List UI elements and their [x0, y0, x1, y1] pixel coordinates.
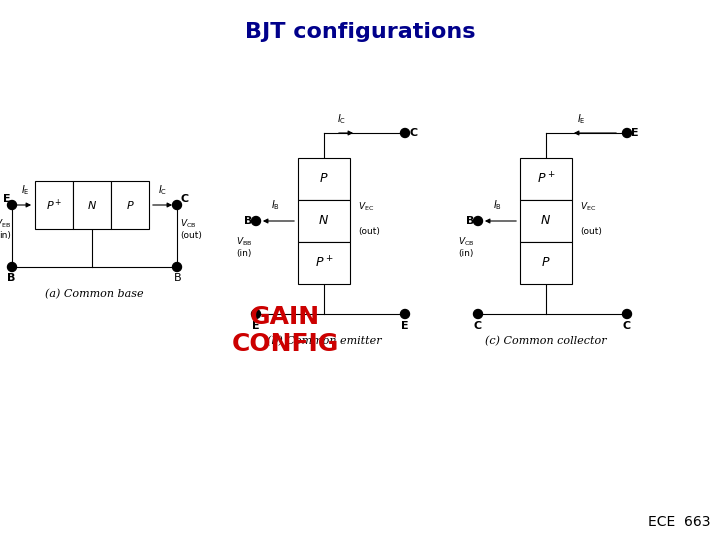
Bar	[520, 200, 572, 242]
Circle shape	[173, 262, 181, 272]
Text: ECE  663: ECE 663	[647, 515, 710, 529]
Text: $V_{\rm EC}$: $V_{\rm EC}$	[580, 200, 596, 213]
Text: B: B	[174, 273, 182, 283]
Text: $I_{\rm C}$: $I_{\rm C}$	[158, 183, 168, 197]
Circle shape	[251, 217, 261, 226]
Text: $P^+$: $P^+$	[315, 255, 333, 271]
Text: E: E	[401, 321, 409, 331]
Bar	[298, 158, 350, 200]
Text: $V_{\rm CB}$: $V_{\rm CB}$	[458, 235, 474, 247]
Circle shape	[7, 262, 17, 272]
Text: (in): (in)	[237, 249, 252, 258]
Text: E: E	[252, 321, 260, 331]
Text: E: E	[4, 194, 11, 204]
Circle shape	[173, 200, 181, 210]
Text: (out): (out)	[358, 227, 380, 236]
Text: C: C	[180, 194, 188, 204]
Text: $P^+$: $P^+$	[45, 197, 63, 213]
Text: $V_{\rm BB}$: $V_{\rm BB}$	[235, 235, 252, 247]
Text: $I_{\rm E}$: $I_{\rm E}$	[577, 112, 585, 126]
Text: $I_{\rm E}$: $I_{\rm E}$	[21, 183, 30, 197]
Text: $V_{\rm EB}$: $V_{\rm EB}$	[0, 217, 11, 230]
Text: (in): (in)	[459, 249, 474, 258]
Circle shape	[251, 309, 261, 319]
Text: $P$: $P$	[319, 172, 329, 186]
Circle shape	[400, 309, 410, 319]
Text: $P$: $P$	[541, 256, 551, 269]
Text: $N$: $N$	[318, 214, 330, 227]
Text: GAIN
CONFIG: GAIN CONFIG	[231, 305, 338, 356]
Text: B: B	[243, 216, 252, 226]
Bar	[298, 242, 350, 284]
Text: BJT configurations: BJT configurations	[245, 22, 475, 42]
Text: $I_{\rm B}$: $I_{\rm B}$	[493, 198, 503, 212]
Circle shape	[474, 309, 482, 319]
Circle shape	[623, 309, 631, 319]
Text: E: E	[631, 128, 639, 138]
Circle shape	[7, 200, 17, 210]
Text: $P$: $P$	[126, 199, 135, 211]
Bar	[520, 242, 572, 284]
Text: $I_{\rm B}$: $I_{\rm B}$	[271, 198, 281, 212]
Text: $N$: $N$	[541, 214, 552, 227]
Text: in): in)	[0, 231, 11, 240]
Bar	[35, 181, 73, 229]
Text: $V_{\rm CB}$: $V_{\rm CB}$	[180, 217, 197, 230]
Circle shape	[623, 129, 631, 138]
Text: (c) Common collector: (c) Common collector	[485, 336, 607, 346]
Text: (out): (out)	[180, 231, 202, 240]
Bar	[111, 181, 149, 229]
Circle shape	[400, 129, 410, 138]
Text: C: C	[409, 128, 417, 138]
Bar	[298, 200, 350, 242]
Text: C: C	[623, 321, 631, 331]
Text: B: B	[466, 216, 474, 226]
Text: (b) Common emitter: (b) Common emitter	[266, 336, 382, 346]
Text: B: B	[6, 273, 15, 283]
Text: C: C	[474, 321, 482, 331]
Text: $N$: $N$	[87, 199, 97, 211]
Bar	[520, 158, 572, 200]
Text: $I_{\rm C}$: $I_{\rm C}$	[338, 112, 346, 126]
Bar	[73, 181, 111, 229]
Text: $V_{\rm EC}$: $V_{\rm EC}$	[358, 200, 374, 213]
Circle shape	[474, 217, 482, 226]
Text: (out): (out)	[580, 227, 602, 236]
Text: $P^+$: $P^+$	[537, 171, 555, 187]
Text: (a) Common base: (a) Common base	[45, 289, 144, 299]
